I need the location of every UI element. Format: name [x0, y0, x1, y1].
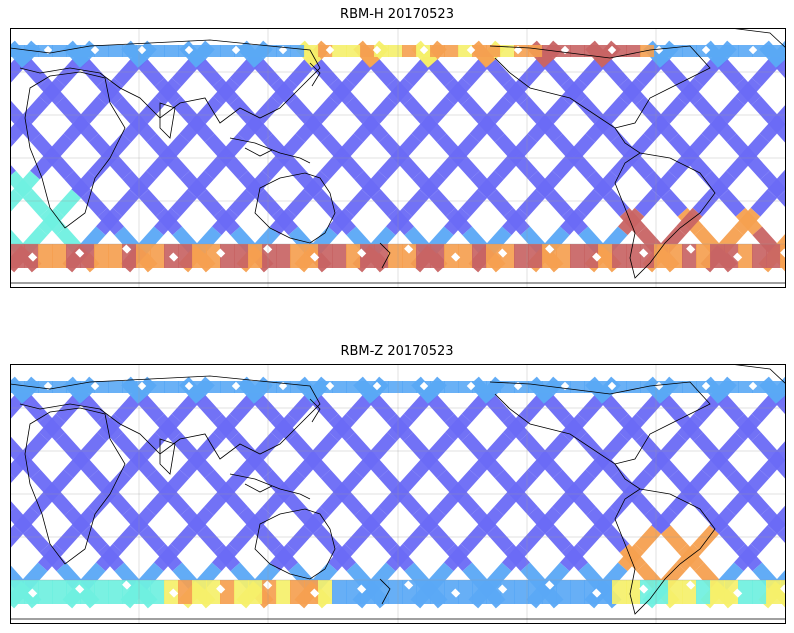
swath-layer — [10, 40, 786, 273]
map-panel-top — [10, 28, 786, 288]
graticule — [10, 364, 786, 624]
map-frame — [10, 364, 786, 624]
map-frame — [10, 28, 786, 288]
coastlines — [10, 28, 786, 284]
coastlines — [10, 364, 786, 620]
map-panel-bottom — [10, 364, 786, 624]
panel-title-top: RBM-H 20170523 — [340, 7, 454, 22]
panel-title-bottom: RBM-Z 20170523 — [340, 344, 454, 359]
graticule — [10, 28, 786, 288]
swath-layer — [10, 376, 786, 609]
